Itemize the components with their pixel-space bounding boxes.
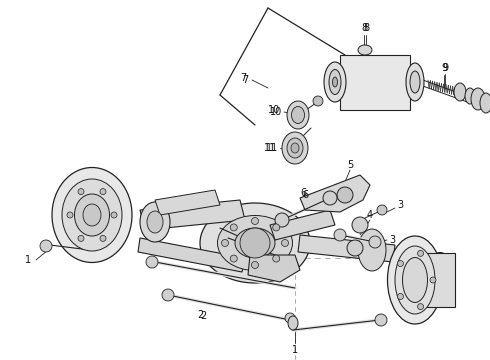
Ellipse shape xyxy=(388,236,442,324)
Circle shape xyxy=(221,239,228,247)
Ellipse shape xyxy=(282,132,308,164)
Text: 10: 10 xyxy=(268,105,280,115)
Ellipse shape xyxy=(140,202,170,242)
Text: 11: 11 xyxy=(264,143,276,153)
Ellipse shape xyxy=(287,101,309,129)
Ellipse shape xyxy=(287,138,303,158)
Ellipse shape xyxy=(480,93,490,113)
Text: 1: 1 xyxy=(292,345,298,355)
Circle shape xyxy=(285,313,295,323)
Circle shape xyxy=(273,255,280,262)
Ellipse shape xyxy=(74,194,109,236)
Ellipse shape xyxy=(454,83,466,101)
Polygon shape xyxy=(427,253,455,307)
Circle shape xyxy=(334,229,346,241)
Polygon shape xyxy=(300,175,370,212)
Text: 8: 8 xyxy=(363,23,369,33)
Ellipse shape xyxy=(235,228,275,258)
Text: 9: 9 xyxy=(442,63,448,73)
Ellipse shape xyxy=(292,107,304,123)
Circle shape xyxy=(230,224,237,231)
Circle shape xyxy=(251,261,259,269)
Ellipse shape xyxy=(358,229,386,271)
Ellipse shape xyxy=(358,45,372,55)
Circle shape xyxy=(275,213,289,227)
Ellipse shape xyxy=(410,71,420,93)
Polygon shape xyxy=(340,55,410,110)
Ellipse shape xyxy=(324,62,346,102)
Polygon shape xyxy=(298,235,395,262)
Ellipse shape xyxy=(288,316,298,330)
Ellipse shape xyxy=(333,77,338,87)
Circle shape xyxy=(230,255,237,262)
Text: 4: 4 xyxy=(367,210,373,220)
Circle shape xyxy=(377,205,387,215)
Text: 10: 10 xyxy=(270,107,282,117)
Circle shape xyxy=(251,217,259,225)
Circle shape xyxy=(347,240,363,256)
Circle shape xyxy=(323,191,337,205)
Text: 3: 3 xyxy=(397,200,403,210)
Circle shape xyxy=(100,235,106,242)
Circle shape xyxy=(281,239,289,247)
Ellipse shape xyxy=(218,216,293,270)
Circle shape xyxy=(111,212,117,218)
Circle shape xyxy=(78,235,84,242)
Ellipse shape xyxy=(83,204,101,226)
Circle shape xyxy=(313,96,323,106)
Ellipse shape xyxy=(200,203,310,283)
Text: 6: 6 xyxy=(302,190,308,200)
Polygon shape xyxy=(248,255,300,282)
Circle shape xyxy=(417,303,423,310)
Text: 1: 1 xyxy=(25,255,31,265)
Circle shape xyxy=(100,189,106,195)
Circle shape xyxy=(240,228,270,258)
Circle shape xyxy=(397,261,403,266)
Circle shape xyxy=(430,277,436,283)
Ellipse shape xyxy=(329,69,341,94)
Text: 7: 7 xyxy=(240,73,246,83)
Ellipse shape xyxy=(52,167,132,262)
Circle shape xyxy=(78,189,84,195)
Text: 2: 2 xyxy=(197,310,203,320)
Circle shape xyxy=(397,293,403,300)
Ellipse shape xyxy=(402,257,427,302)
Circle shape xyxy=(67,212,73,218)
Text: 2: 2 xyxy=(200,311,206,321)
Text: 5: 5 xyxy=(347,160,353,170)
Text: 3: 3 xyxy=(389,235,395,245)
Circle shape xyxy=(40,240,52,252)
Ellipse shape xyxy=(62,179,122,251)
Circle shape xyxy=(273,224,280,231)
Text: 9: 9 xyxy=(441,63,447,73)
Text: 7: 7 xyxy=(242,75,248,85)
Circle shape xyxy=(417,250,423,256)
Ellipse shape xyxy=(147,211,163,233)
Circle shape xyxy=(369,236,381,248)
Polygon shape xyxy=(140,200,245,230)
Circle shape xyxy=(352,217,368,233)
Ellipse shape xyxy=(465,88,475,104)
Text: 11: 11 xyxy=(266,143,278,153)
Ellipse shape xyxy=(425,252,455,307)
Polygon shape xyxy=(270,210,335,240)
Text: 6: 6 xyxy=(300,188,306,198)
Ellipse shape xyxy=(406,63,424,101)
Polygon shape xyxy=(155,190,220,215)
Ellipse shape xyxy=(395,246,435,314)
Ellipse shape xyxy=(471,88,485,110)
Circle shape xyxy=(162,289,174,301)
Text: 8: 8 xyxy=(361,23,367,33)
Circle shape xyxy=(146,256,158,268)
Circle shape xyxy=(337,187,353,203)
Circle shape xyxy=(375,314,387,326)
Polygon shape xyxy=(138,238,245,272)
Ellipse shape xyxy=(291,143,299,153)
